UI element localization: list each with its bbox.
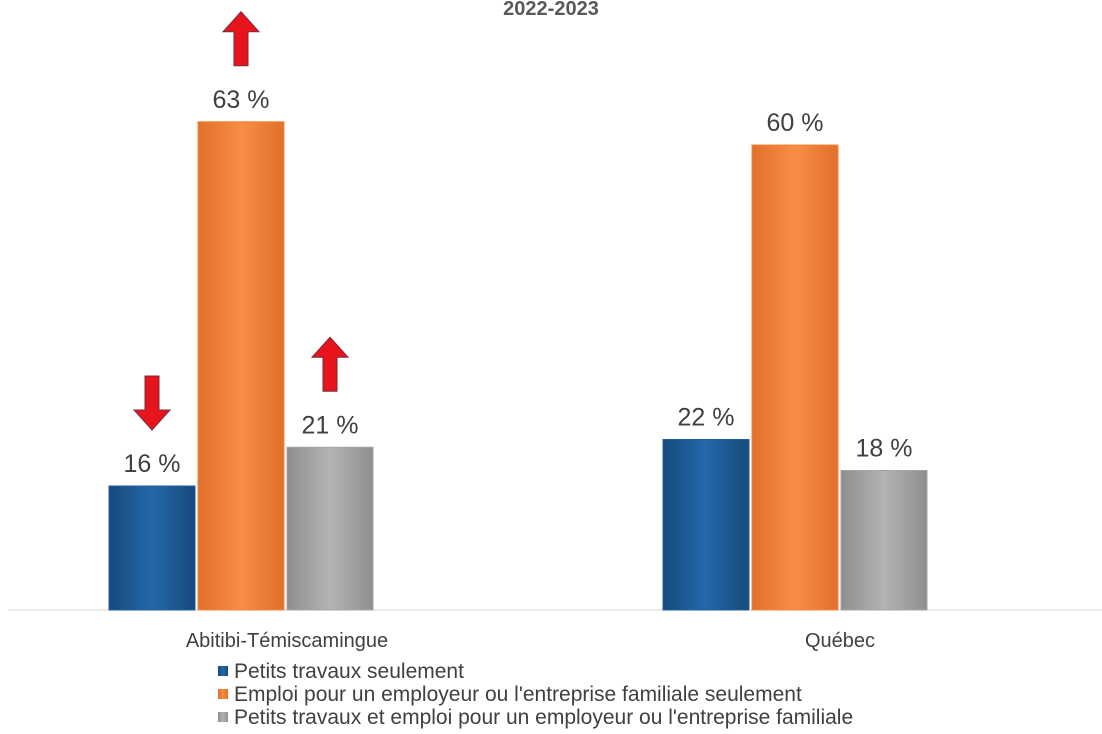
legend: Petits travaux seulement Emploi pour un … <box>218 660 853 729</box>
legend-swatch-petits-travaux <box>218 666 228 676</box>
change-arrows-group <box>132 11 350 431</box>
up-arrow-icon-3 <box>310 336 350 392</box>
chart-title: 2022-2023 <box>503 0 599 20</box>
category-label-abitibi: Abitibi-Témiscamingue <box>186 630 388 652</box>
up-arrow-icon-2 <box>221 11 261 67</box>
legend-swatch-petits-travaux-et-emploi <box>218 712 228 722</box>
down-arrow-icon-1 <box>132 375 172 431</box>
bar-abitibi-temiscamingue-series-2 <box>197 121 285 611</box>
category-label-quebec: Québec <box>805 630 875 652</box>
bar-quebec-series-3 <box>840 470 928 611</box>
legend-label-petits-travaux-et-emploi: Petits travaux et emploi pour un employe… <box>234 706 853 729</box>
bar-quebec-series-1 <box>662 439 750 611</box>
data-label-abitibi-temiscamingue-series-3: 21 % <box>302 411 359 439</box>
bar-abitibi-temiscamingue-series-1 <box>108 485 196 611</box>
legend-swatch-emploi <box>218 689 228 699</box>
data-label-quebec-series-3: 18 % <box>856 435 913 463</box>
data-label-quebec-series-2: 60 % <box>767 109 824 137</box>
bars-group <box>108 121 928 611</box>
data-label-quebec-series-1: 22 % <box>678 404 735 432</box>
bar-abitibi-temiscamingue-series-3 <box>286 446 374 611</box>
legend-label-emploi: Emploi pour un employeur ou l'entreprise… <box>234 683 802 706</box>
bar-quebec-series-2 <box>751 144 839 611</box>
data-label-abitibi-temiscamingue-series-2: 63 % <box>213 86 270 114</box>
data-label-abitibi-temiscamingue-series-1: 16 % <box>124 450 181 478</box>
legend-label-petits-travaux: Petits travaux seulement <box>234 660 464 683</box>
data-labels-group: 16 % 63 % 21 % 22 % 60 % 18 % <box>124 86 913 478</box>
